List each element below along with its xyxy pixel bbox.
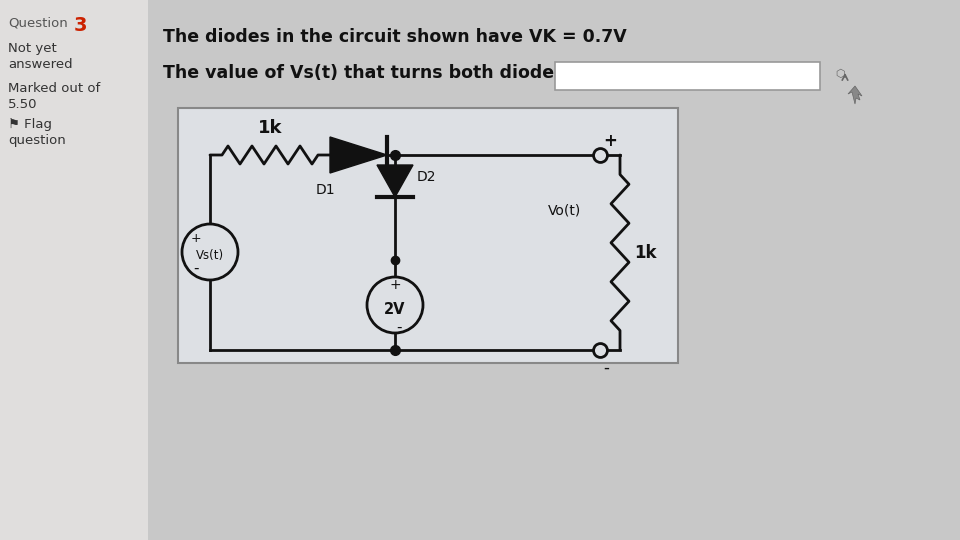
Circle shape <box>367 277 423 333</box>
FancyBboxPatch shape <box>148 0 960 540</box>
Text: Vs(t): Vs(t) <box>196 248 224 261</box>
Polygon shape <box>377 165 413 197</box>
Text: ⬡: ⬡ <box>835 69 845 79</box>
Text: The diodes in the circuit shown have VK = 0.7V: The diodes in the circuit shown have VK … <box>163 28 627 46</box>
Text: The value of Vs(t) that turns both diodes on is: The value of Vs(t) that turns both diode… <box>163 64 617 82</box>
Text: 1k: 1k <box>257 119 282 137</box>
Text: +: + <box>389 278 401 292</box>
FancyBboxPatch shape <box>0 0 148 540</box>
FancyBboxPatch shape <box>178 108 678 363</box>
Text: +: + <box>603 132 617 150</box>
Text: Vo(t): Vo(t) <box>548 203 582 217</box>
Text: +: + <box>191 232 202 245</box>
Text: Question: Question <box>8 16 68 29</box>
Text: ⚑ Flag: ⚑ Flag <box>8 118 52 131</box>
Text: Not yet: Not yet <box>8 42 57 55</box>
Text: 1k: 1k <box>634 244 657 261</box>
Text: D2: D2 <box>417 170 437 184</box>
Text: 5.50: 5.50 <box>8 98 37 111</box>
Polygon shape <box>330 137 387 173</box>
Text: 2V: 2V <box>384 301 406 316</box>
Text: Marked out of: Marked out of <box>8 82 100 95</box>
FancyBboxPatch shape <box>555 62 820 90</box>
Text: -: - <box>603 359 609 377</box>
Text: D1: D1 <box>315 183 335 197</box>
Text: answered: answered <box>8 58 73 71</box>
Text: question: question <box>8 134 65 147</box>
Text: -: - <box>193 260 199 275</box>
Polygon shape <box>848 86 862 104</box>
Circle shape <box>182 224 238 280</box>
Text: -: - <box>396 320 401 334</box>
Text: 3: 3 <box>74 16 87 35</box>
